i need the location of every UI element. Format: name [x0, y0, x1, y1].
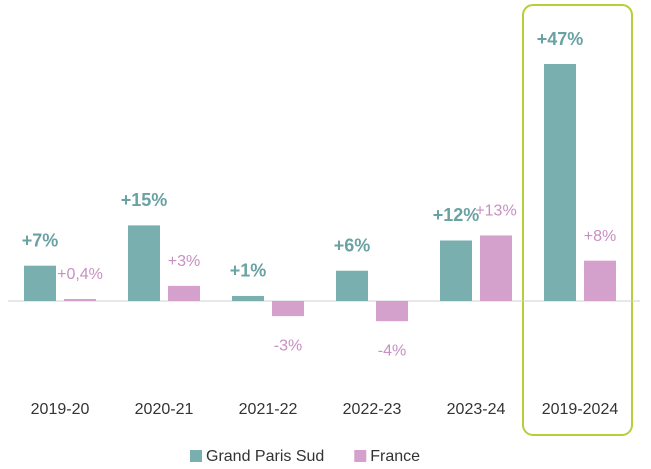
data-label: +12% — [433, 205, 480, 225]
data-label: +15% — [121, 190, 168, 210]
data-label: +13% — [475, 203, 516, 220]
legend-swatch — [190, 450, 202, 462]
data-label: -4% — [378, 342, 406, 359]
x-tick-label: 2021-22 — [239, 401, 298, 418]
bar — [440, 240, 472, 301]
data-label: +3% — [168, 253, 200, 270]
bar — [480, 235, 512, 301]
x-tick-label: 2022-23 — [343, 401, 402, 418]
highlight-box — [522, 4, 633, 436]
legend-label: France — [370, 448, 420, 465]
data-label: +0,4% — [57, 266, 103, 283]
bar — [168, 285, 200, 301]
data-label: +8% — [584, 228, 616, 245]
data-label: +47% — [537, 29, 584, 49]
data-label: +1% — [230, 261, 267, 281]
x-tick-label: 2023-24 — [447, 401, 506, 418]
bar — [272, 301, 304, 317]
data-label: -3% — [274, 337, 302, 354]
legend-label: Grand Paris Sud — [206, 448, 324, 465]
bar — [128, 225, 160, 301]
legend-swatch — [354, 450, 367, 462]
data-label: +6% — [334, 235, 371, 255]
x-tick-label: 2019-2024 — [542, 401, 619, 418]
bar — [336, 270, 368, 301]
bar — [232, 295, 264, 301]
bar — [584, 260, 616, 301]
x-tick-label: 2019-20 — [31, 401, 90, 418]
bar — [64, 298, 96, 301]
bar — [544, 64, 576, 301]
bar — [376, 301, 408, 322]
bar — [24, 265, 56, 301]
x-tick-label: 2020-21 — [135, 401, 194, 418]
data-label: +7% — [22, 230, 59, 250]
